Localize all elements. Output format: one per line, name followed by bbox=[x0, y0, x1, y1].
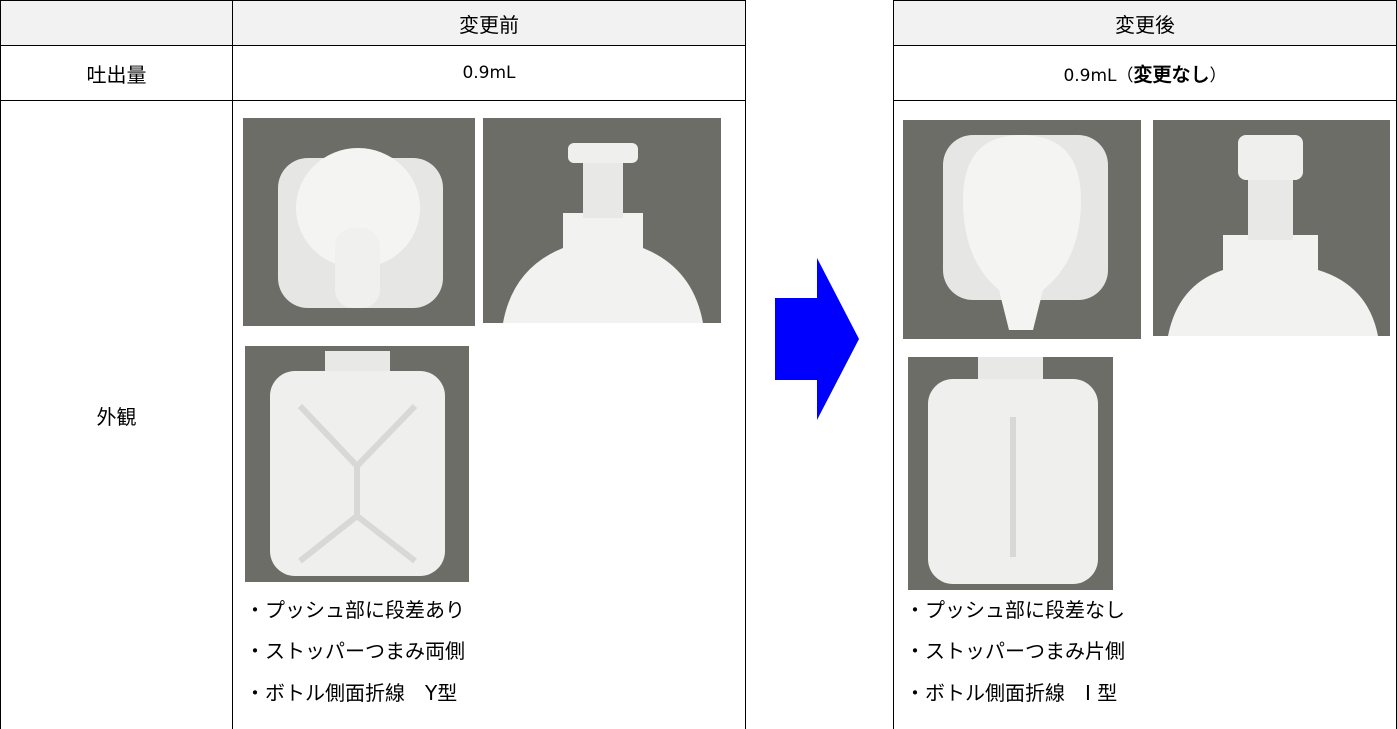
photo bbox=[903, 120, 1141, 339]
note: ・プッシュ部に段差あり bbox=[245, 598, 465, 622]
photo bbox=[908, 357, 1113, 590]
note: ・ボトル側面折線 Y型 bbox=[245, 681, 458, 705]
photo-drawing bbox=[943, 135, 1108, 330]
photo-drawing bbox=[278, 148, 443, 308]
photo bbox=[243, 118, 475, 326]
note: ・プッシュ部に段差なし bbox=[905, 598, 1125, 622]
value: 0.9mL bbox=[462, 63, 516, 83]
label-cell: 外観 bbox=[0, 100, 233, 729]
header-text: 変更前 bbox=[459, 12, 519, 37]
label: 吐出量 bbox=[86, 62, 147, 87]
value: ） bbox=[1209, 65, 1227, 86]
photo bbox=[483, 118, 721, 323]
photo-drawing bbox=[270, 351, 445, 576]
photo-drawing bbox=[928, 357, 1098, 584]
value-cell: 0.9mL（ 変更なし） bbox=[893, 45, 1397, 101]
note: ・ストッパーつまみ片側 bbox=[905, 639, 1125, 663]
photo-drawing bbox=[1168, 135, 1378, 336]
content-cell bbox=[232, 100, 746, 729]
header-text: 変更後 bbox=[1115, 12, 1175, 37]
photo bbox=[1153, 120, 1390, 336]
photo bbox=[245, 346, 469, 582]
value: 0.9mL（ bbox=[1063, 65, 1134, 86]
header-blank bbox=[0, 0, 233, 46]
header-cell: 変更前 bbox=[232, 0, 746, 46]
header-cell: 変更後 bbox=[893, 0, 1397, 46]
label: 外観 bbox=[96, 404, 137, 429]
arrow bbox=[775, 258, 859, 420]
photo-drawing bbox=[503, 143, 703, 323]
note: ・ストッパーつまみ両側 bbox=[245, 639, 465, 663]
value-emphasis: 変更なし bbox=[1133, 63, 1210, 86]
label-cell: 吐出量 bbox=[0, 45, 233, 101]
value-cell: 0.9mL bbox=[232, 45, 746, 101]
note: ・ボトル側面折線 I 型 bbox=[905, 681, 1118, 705]
